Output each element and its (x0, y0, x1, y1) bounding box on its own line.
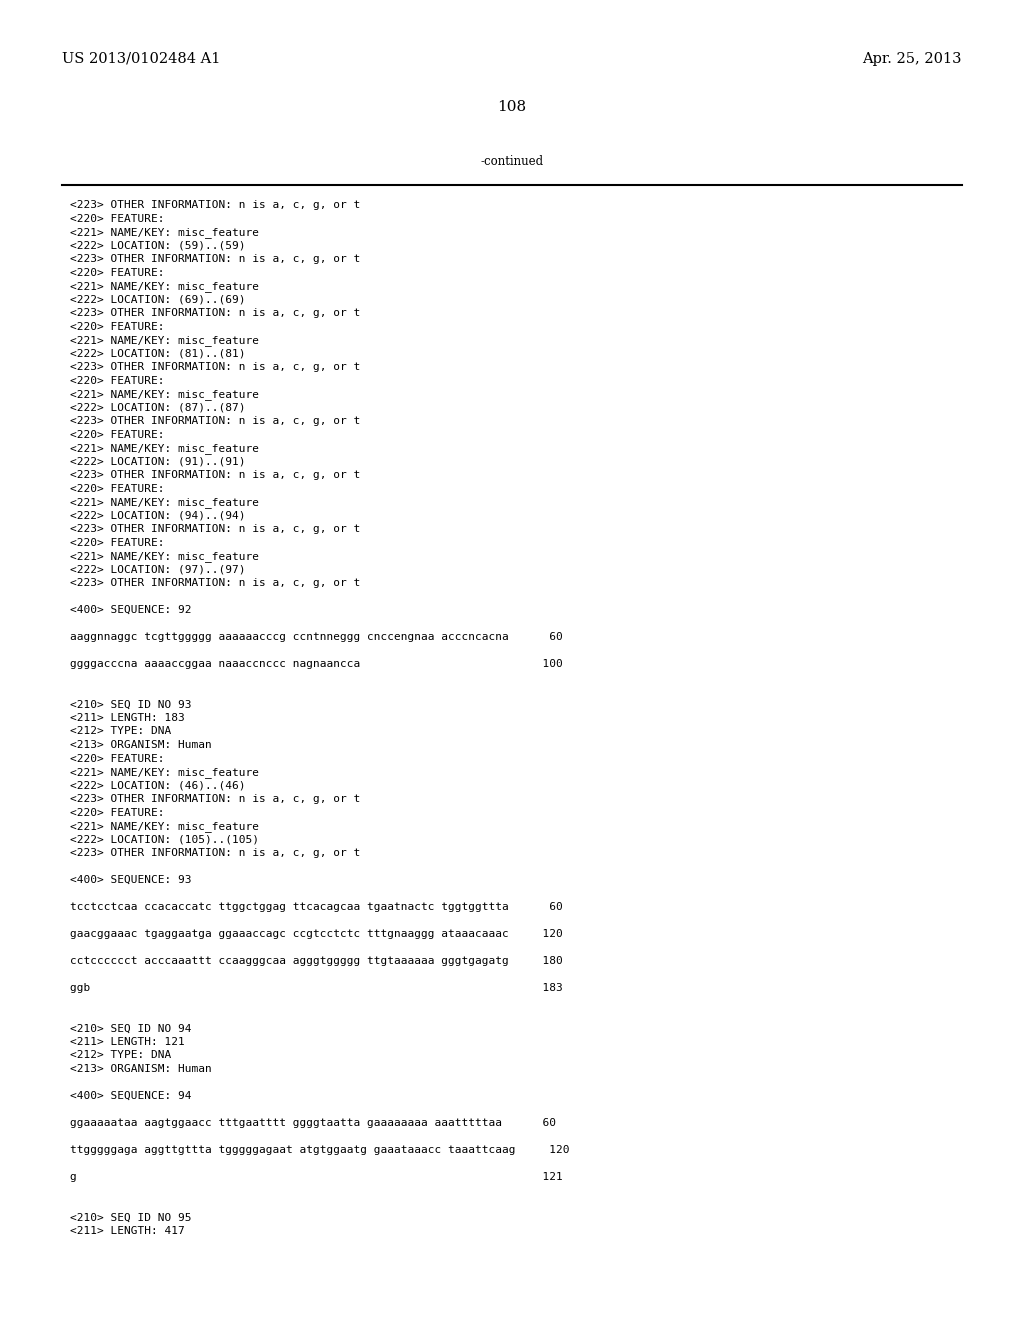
Text: <220> FEATURE:: <220> FEATURE: (70, 214, 165, 223)
Text: <223> OTHER INFORMATION: n is a, c, g, or t: <223> OTHER INFORMATION: n is a, c, g, o… (70, 795, 360, 804)
Text: 108: 108 (498, 100, 526, 114)
Text: US 2013/0102484 A1: US 2013/0102484 A1 (62, 51, 220, 66)
Text: <220> FEATURE:: <220> FEATURE: (70, 268, 165, 277)
Text: <221> NAME/KEY: misc_feature: <221> NAME/KEY: misc_feature (70, 335, 259, 346)
Text: <210> SEQ ID NO 95: <210> SEQ ID NO 95 (70, 1213, 191, 1222)
Text: Apr. 25, 2013: Apr. 25, 2013 (862, 51, 962, 66)
Text: <222> LOCATION: (91)..(91): <222> LOCATION: (91)..(91) (70, 457, 246, 466)
Text: <221> NAME/KEY: misc_feature: <221> NAME/KEY: misc_feature (70, 227, 259, 238)
Text: <211> LENGTH: 121: <211> LENGTH: 121 (70, 1038, 184, 1047)
Text: cctcccccct acccaaattt ccaagggcaa agggtggggg ttgtaaaaaa gggtgagatg     180: cctcccccct acccaaattt ccaagggcaa agggtgg… (70, 956, 563, 966)
Text: <220> FEATURE:: <220> FEATURE: (70, 808, 165, 817)
Text: <220> FEATURE:: <220> FEATURE: (70, 322, 165, 331)
Text: <222> LOCATION: (87)..(87): <222> LOCATION: (87)..(87) (70, 403, 246, 412)
Text: <213> ORGANISM: Human: <213> ORGANISM: Human (70, 1064, 212, 1074)
Text: <400> SEQUENCE: 93: <400> SEQUENCE: 93 (70, 875, 191, 884)
Text: <222> LOCATION: (97)..(97): <222> LOCATION: (97)..(97) (70, 565, 246, 574)
Text: <211> LENGTH: 183: <211> LENGTH: 183 (70, 713, 184, 723)
Text: <222> LOCATION: (105)..(105): <222> LOCATION: (105)..(105) (70, 834, 259, 845)
Text: <221> NAME/KEY: misc_feature: <221> NAME/KEY: misc_feature (70, 389, 259, 400)
Text: -continued: -continued (480, 154, 544, 168)
Text: <211> LENGTH: 417: <211> LENGTH: 417 (70, 1226, 184, 1236)
Text: <222> LOCATION: (59)..(59): <222> LOCATION: (59)..(59) (70, 240, 246, 251)
Text: g                                                                     121: g 121 (70, 1172, 563, 1181)
Text: <400> SEQUENCE: 94: <400> SEQUENCE: 94 (70, 1092, 191, 1101)
Text: <222> LOCATION: (81)..(81): <222> LOCATION: (81)..(81) (70, 348, 246, 359)
Text: <212> TYPE: DNA: <212> TYPE: DNA (70, 726, 171, 737)
Text: <223> OTHER INFORMATION: n is a, c, g, or t: <223> OTHER INFORMATION: n is a, c, g, o… (70, 578, 360, 587)
Text: <210> SEQ ID NO 93: <210> SEQ ID NO 93 (70, 700, 191, 710)
Text: ggggacccna aaaaccggaa naaaccnccc nagnaancca                           100: ggggacccna aaaaccggaa naaaccnccc nagnaan… (70, 659, 563, 669)
Text: <223> OTHER INFORMATION: n is a, c, g, or t: <223> OTHER INFORMATION: n is a, c, g, o… (70, 847, 360, 858)
Text: <221> NAME/KEY: misc_feature: <221> NAME/KEY: misc_feature (70, 498, 259, 508)
Text: <222> LOCATION: (46)..(46): <222> LOCATION: (46)..(46) (70, 780, 246, 791)
Text: tcctcctcaa ccacaccatc ttggctggag ttcacagcaa tgaatnactc tggtggttta      60: tcctcctcaa ccacaccatc ttggctggag ttcacag… (70, 902, 563, 912)
Text: ttgggggaga aggttgttta tgggggagaat atgtggaatg gaaataaacc taaattcaag     120: ttgggggaga aggttgttta tgggggagaat atgtgg… (70, 1144, 569, 1155)
Text: <223> OTHER INFORMATION: n is a, c, g, or t: <223> OTHER INFORMATION: n is a, c, g, o… (70, 362, 360, 372)
Text: <223> OTHER INFORMATION: n is a, c, g, or t: <223> OTHER INFORMATION: n is a, c, g, o… (70, 201, 360, 210)
Text: <220> FEATURE:: <220> FEATURE: (70, 483, 165, 494)
Text: <223> OTHER INFORMATION: n is a, c, g, or t: <223> OTHER INFORMATION: n is a, c, g, o… (70, 470, 360, 480)
Text: <220> FEATURE:: <220> FEATURE: (70, 754, 165, 763)
Text: <223> OTHER INFORMATION: n is a, c, g, or t: <223> OTHER INFORMATION: n is a, c, g, o… (70, 524, 360, 535)
Text: ggb                                                                   183: ggb 183 (70, 983, 563, 993)
Text: ggaaaaataa aagtggaacc tttgaatttt ggggtaatta gaaaaaaaa aaatttttaa      60: ggaaaaataa aagtggaacc tttgaatttt ggggtaa… (70, 1118, 556, 1129)
Text: <220> FEATURE:: <220> FEATURE: (70, 537, 165, 548)
Text: <221> NAME/KEY: misc_feature: <221> NAME/KEY: misc_feature (70, 767, 259, 777)
Text: <213> ORGANISM: Human: <213> ORGANISM: Human (70, 741, 212, 750)
Text: <221> NAME/KEY: misc_feature: <221> NAME/KEY: misc_feature (70, 281, 259, 292)
Text: aaggnnaggc tcgttggggg aaaaaacccg ccntnneggg cnccengnaa acccncacna      60: aaggnnaggc tcgttggggg aaaaaacccg ccntnne… (70, 632, 563, 642)
Text: <223> OTHER INFORMATION: n is a, c, g, or t: <223> OTHER INFORMATION: n is a, c, g, o… (70, 308, 360, 318)
Text: <220> FEATURE:: <220> FEATURE: (70, 375, 165, 385)
Text: <210> SEQ ID NO 94: <210> SEQ ID NO 94 (70, 1023, 191, 1034)
Text: <222> LOCATION: (69)..(69): <222> LOCATION: (69)..(69) (70, 294, 246, 305)
Text: <221> NAME/KEY: misc_feature: <221> NAME/KEY: misc_feature (70, 821, 259, 832)
Text: <400> SEQUENCE: 92: <400> SEQUENCE: 92 (70, 605, 191, 615)
Text: <223> OTHER INFORMATION: n is a, c, g, or t: <223> OTHER INFORMATION: n is a, c, g, o… (70, 416, 360, 426)
Text: <220> FEATURE:: <220> FEATURE: (70, 429, 165, 440)
Text: <221> NAME/KEY: misc_feature: <221> NAME/KEY: misc_feature (70, 550, 259, 562)
Text: <223> OTHER INFORMATION: n is a, c, g, or t: <223> OTHER INFORMATION: n is a, c, g, o… (70, 253, 360, 264)
Text: <222> LOCATION: (94)..(94): <222> LOCATION: (94)..(94) (70, 511, 246, 520)
Text: <212> TYPE: DNA: <212> TYPE: DNA (70, 1051, 171, 1060)
Text: gaacggaaac tgaggaatga ggaaaccagc ccgtcctctc tttgnaaggg ataaacaaac     120: gaacggaaac tgaggaatga ggaaaccagc ccgtcct… (70, 929, 563, 939)
Text: <221> NAME/KEY: misc_feature: <221> NAME/KEY: misc_feature (70, 444, 259, 454)
